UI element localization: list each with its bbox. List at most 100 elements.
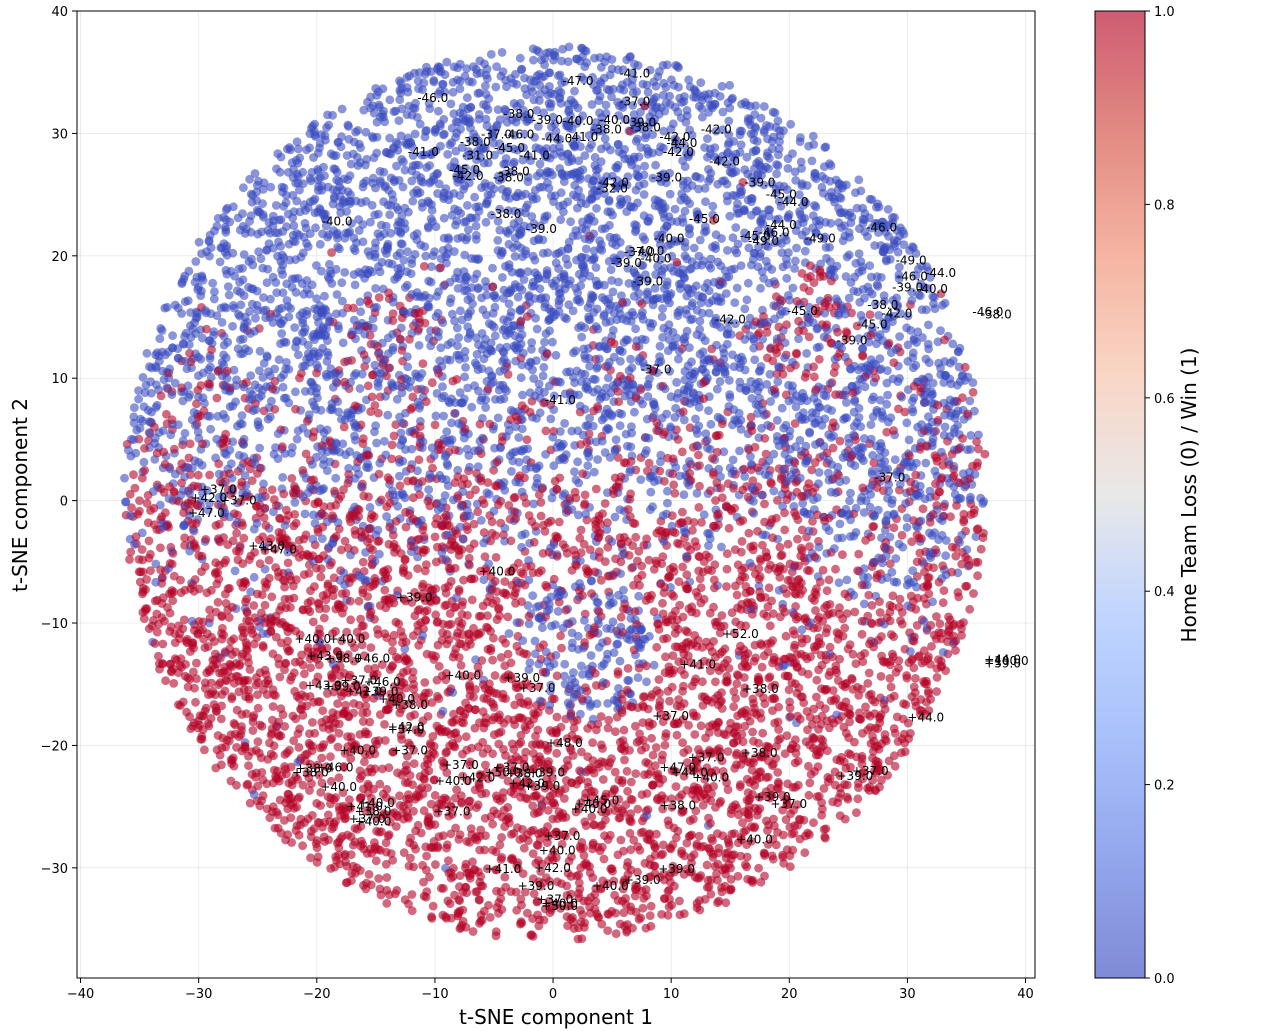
loss-point bbox=[497, 48, 507, 57]
win-point bbox=[400, 555, 410, 565]
win-point bbox=[301, 449, 311, 459]
loss-point bbox=[139, 457, 149, 467]
loss-point bbox=[835, 519, 845, 529]
loss-point bbox=[577, 332, 587, 342]
win-point bbox=[364, 870, 374, 879]
loss-point bbox=[380, 117, 390, 127]
loss-point bbox=[595, 236, 604, 246]
loss-point bbox=[246, 371, 256, 380]
loss-point bbox=[656, 450, 666, 460]
loss-point bbox=[240, 471, 250, 480]
loss-point bbox=[583, 461, 593, 471]
loss-point bbox=[237, 411, 247, 420]
win-point bbox=[623, 664, 633, 673]
loss-point bbox=[292, 196, 302, 206]
loss-point bbox=[636, 475, 646, 484]
win-point bbox=[326, 864, 336, 873]
win-point bbox=[969, 589, 978, 598]
win-point bbox=[805, 778, 815, 788]
win-point bbox=[731, 581, 740, 591]
win-point bbox=[698, 677, 707, 687]
win-point bbox=[705, 608, 715, 618]
win-point bbox=[283, 558, 293, 568]
loss-point bbox=[462, 64, 471, 73]
win-point bbox=[915, 548, 925, 558]
loss-point bbox=[764, 164, 773, 174]
loss-point bbox=[557, 56, 566, 66]
loss-point bbox=[773, 161, 783, 171]
win-point bbox=[746, 412, 756, 422]
win-point bbox=[669, 480, 679, 490]
loss-point bbox=[478, 433, 487, 443]
loss-point bbox=[670, 204, 680, 214]
win-point bbox=[872, 573, 882, 583]
loss-point bbox=[451, 220, 460, 230]
loss-point bbox=[497, 248, 507, 257]
win-point bbox=[596, 712, 606, 721]
win-point bbox=[907, 692, 917, 701]
loss-point bbox=[767, 265, 777, 274]
loss-point bbox=[276, 373, 286, 383]
loss-point bbox=[704, 464, 714, 473]
win-point bbox=[804, 332, 814, 342]
win-point bbox=[652, 829, 661, 839]
win-point bbox=[664, 885, 674, 895]
loss-point bbox=[276, 215, 286, 225]
win-point bbox=[269, 741, 279, 751]
loss-point bbox=[631, 324, 640, 334]
win-point bbox=[404, 899, 413, 909]
loss-point bbox=[455, 84, 465, 94]
loss-point bbox=[340, 268, 350, 277]
loss-point bbox=[704, 406, 713, 415]
win-point bbox=[909, 663, 919, 673]
loss-point bbox=[506, 405, 516, 415]
loss-point bbox=[965, 396, 975, 406]
win-point bbox=[355, 766, 365, 776]
win-point bbox=[889, 523, 899, 533]
win-point bbox=[814, 725, 823, 734]
loss-point bbox=[608, 325, 618, 335]
loss-point bbox=[723, 246, 732, 255]
loss-point bbox=[732, 283, 742, 293]
loss-point bbox=[846, 218, 856, 228]
win-point bbox=[395, 481, 405, 491]
win-point bbox=[889, 358, 899, 367]
win-point bbox=[648, 750, 658, 760]
win-point bbox=[764, 583, 774, 593]
win-point bbox=[270, 404, 280, 414]
loss-point bbox=[189, 526, 199, 536]
loss-point bbox=[606, 265, 616, 275]
loss-point bbox=[538, 235, 548, 245]
loss-point bbox=[651, 160, 660, 170]
win-point bbox=[207, 345, 217, 355]
win-point bbox=[268, 702, 278, 711]
loss-point bbox=[772, 334, 782, 344]
loss-point bbox=[556, 377, 565, 387]
win-point bbox=[419, 806, 429, 816]
loss-point bbox=[771, 123, 781, 132]
win-point bbox=[907, 537, 917, 547]
win-point bbox=[541, 426, 551, 436]
win-point bbox=[597, 919, 607, 929]
win-point bbox=[762, 816, 771, 826]
win-point bbox=[214, 680, 224, 689]
win-point bbox=[289, 593, 299, 603]
win-point bbox=[286, 675, 295, 685]
win-point bbox=[494, 604, 503, 614]
loss-point bbox=[422, 62, 431, 72]
win-point bbox=[811, 606, 820, 615]
win-point bbox=[257, 768, 267, 777]
win-point bbox=[835, 436, 845, 446]
loss-point bbox=[649, 660, 659, 670]
loss-point bbox=[628, 68, 637, 78]
win-point bbox=[724, 523, 734, 533]
win-point bbox=[944, 612, 953, 622]
win-point bbox=[554, 517, 564, 527]
loss-point bbox=[752, 137, 762, 146]
loss-point bbox=[255, 443, 264, 453]
loss-point bbox=[595, 394, 605, 404]
win-point bbox=[809, 372, 819, 382]
win-point bbox=[366, 407, 376, 416]
loss-point bbox=[512, 618, 522, 627]
win-point bbox=[359, 651, 369, 660]
